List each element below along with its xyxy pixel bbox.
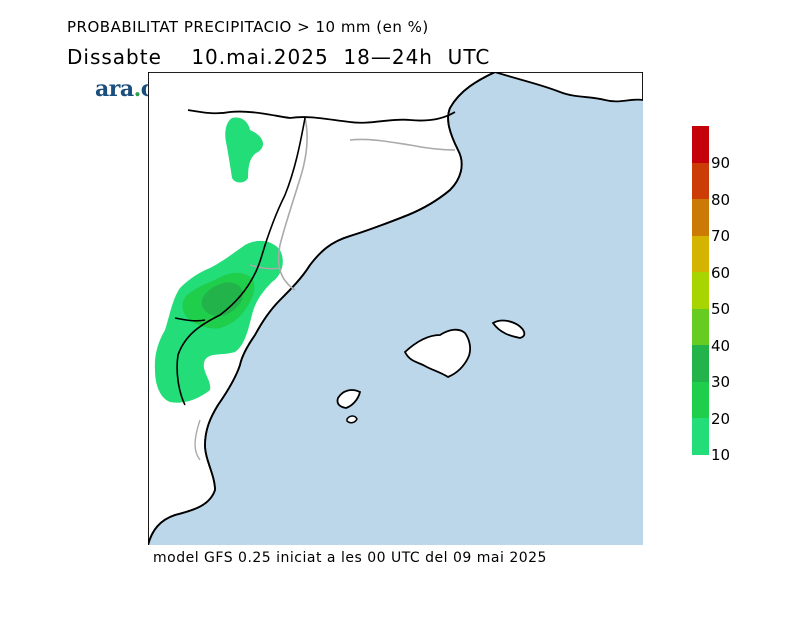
- north-land: [494, 72, 643, 103]
- logo-text-dot: .: [133, 76, 142, 102]
- legend-swatch: [692, 235, 709, 272]
- legend-label: 60: [711, 263, 731, 282]
- legend-label: 20: [711, 409, 731, 428]
- legend-label: 80: [711, 190, 731, 209]
- legend-swatch: [692, 126, 709, 163]
- aragon-border: [174, 117, 306, 406]
- legend-swatch: [692, 308, 709, 345]
- model-info-footer: model GFS 0.25 iniciat a les 00 UTC del …: [153, 550, 547, 566]
- formentera-island: [346, 415, 358, 424]
- map-subtitle-date: Dissabte 10.mai.2025 18—24h UTC: [67, 45, 491, 69]
- catalonia-border: [277, 117, 456, 291]
- legend-swatches: [692, 126, 709, 455]
- legend-swatch: [692, 345, 709, 382]
- logo-text-ara: ara: [95, 76, 134, 102]
- legend-swatch: [692, 162, 709, 199]
- coastline: [148, 72, 496, 545]
- province-border: [194, 264, 281, 461]
- legend-label: 90: [711, 154, 731, 172]
- legend-swatch: [692, 272, 709, 309]
- legend-label: 50: [711, 300, 731, 318]
- legend-label: 70: [711, 227, 731, 245]
- legend-swatch: [692, 199, 709, 236]
- france-border: [187, 109, 456, 124]
- eivissa-island: [336, 389, 362, 409]
- legend-label: 30: [711, 373, 731, 391]
- zone-west-30pct: [201, 282, 244, 317]
- color-legend: 90 80 70 60 50 40 30 20 10: [692, 126, 730, 464]
- map-title: PROBABILITAT PRECIPITACIO > 10 mm (en %): [67, 18, 429, 36]
- legend-swatch: [692, 418, 709, 455]
- mallorca-island: [403, 328, 472, 379]
- legend-label: 40: [711, 336, 731, 355]
- menorca-island: [491, 319, 526, 339]
- zone-north-10pct: [225, 117, 264, 183]
- legend-label: 10: [711, 446, 731, 464]
- precipitation-map: [148, 72, 643, 545]
- legend-swatch: [692, 381, 709, 418]
